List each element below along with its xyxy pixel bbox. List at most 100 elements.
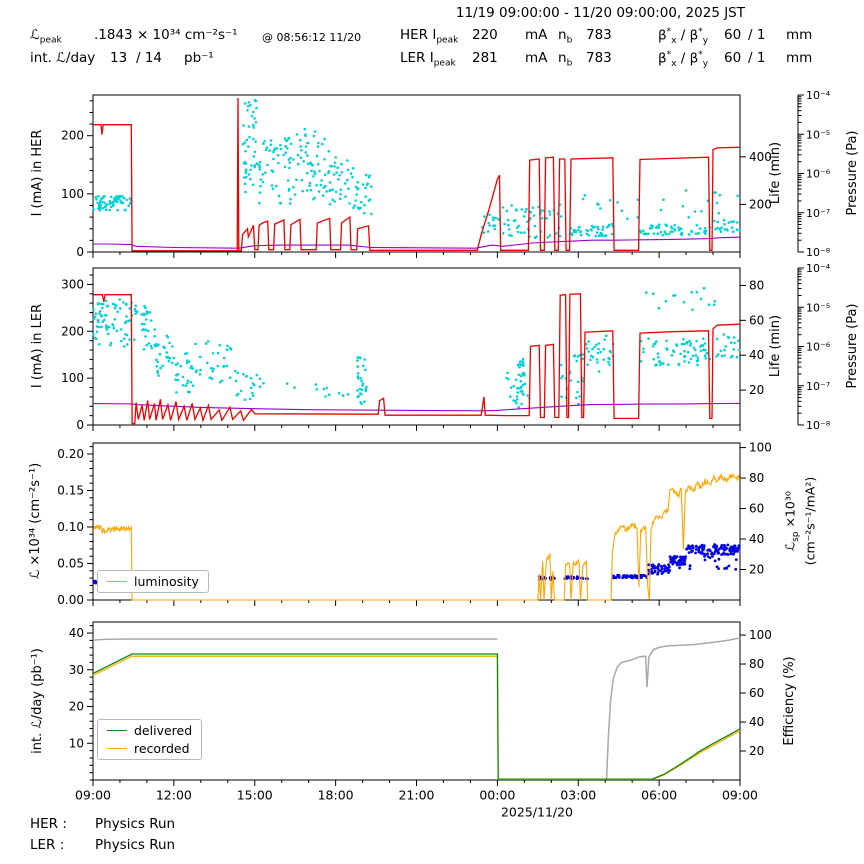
svg-text:09:00: 09:00 xyxy=(75,788,111,803)
plot-ler: 0 100 200 300 20 40 60 80 10⁻⁴ 10⁻⁵ 10⁻⁶ 10⁻⁷ 10⁻⁸ xyxy=(61,262,831,432)
svg-text:20: 20 xyxy=(749,563,764,577)
her-run-label: HER : xyxy=(30,816,67,832)
plot-luminosity: 0.00 0.05 0.10 0.15 0.20 20 40 60 80 100 xyxy=(57,441,772,607)
nb-value-her: 783 xyxy=(586,27,612,43)
svg-text:10⁻⁷: 10⁻⁷ xyxy=(806,207,830,220)
svg-text:40: 40 xyxy=(749,348,764,362)
svg-text:0.15: 0.15 xyxy=(57,483,84,497)
svg-text:10: 10 xyxy=(69,736,84,750)
ler-pressure-line xyxy=(92,402,741,412)
ler-ipeak-value: 281 xyxy=(472,50,498,66)
svg-text:10⁻⁵: 10⁻⁵ xyxy=(806,301,830,314)
efficiency-axis-label: Efficiency (%) xyxy=(781,656,797,746)
lpeak-label: ℒpeak xyxy=(30,27,62,46)
svg-text:20: 20 xyxy=(749,744,764,758)
svg-text:10⁻⁷: 10⁻⁷ xyxy=(806,380,830,393)
beta-value-her: 60 xyxy=(724,27,742,43)
svg-text:10⁻⁴: 10⁻⁴ xyxy=(806,89,831,102)
recorded-line-sample xyxy=(107,748,127,749)
svg-text:200: 200 xyxy=(61,129,84,143)
efficiency-line xyxy=(92,638,498,641)
svg-text:400: 400 xyxy=(749,150,772,164)
svg-text:40: 40 xyxy=(749,715,764,729)
svg-text:200: 200 xyxy=(749,197,772,211)
beta-unit-ler: mm xyxy=(786,50,813,66)
svg-text:0.20: 0.20 xyxy=(57,447,84,461)
recorded-line xyxy=(92,655,741,781)
integrated-axis-label: int. ℒ/day (pb⁻¹) xyxy=(29,648,45,754)
svg-text:60: 60 xyxy=(749,502,764,516)
svg-text:200: 200 xyxy=(61,324,84,338)
plot-her: 0 100 200 200 400 10⁻⁴ 10⁻⁵ 10⁻⁶ 10⁻⁷ 10⁻⁸ xyxy=(61,89,831,259)
beta-unit-her: mm xyxy=(786,27,813,43)
svg-text:2025/11/20: 2025/11/20 xyxy=(501,805,573,820)
svg-text:09:00: 09:00 xyxy=(722,788,758,803)
svg-text:40: 40 xyxy=(69,626,84,640)
her-run-value: Physics Run xyxy=(95,816,176,832)
svg-text:0.10: 0.10 xyxy=(57,520,84,534)
svg-text:20: 20 xyxy=(749,383,764,397)
svg-text:21:00: 21:00 xyxy=(398,788,434,803)
her-lifetime-scatter xyxy=(92,98,741,239)
svg-text:300: 300 xyxy=(61,277,84,291)
pressure-axis-label-her: Pressure (Pa) xyxy=(844,130,860,216)
beta-value2-her: / 1 xyxy=(748,27,766,43)
her-current-line xyxy=(93,97,741,252)
svg-text:10⁻⁵: 10⁻⁵ xyxy=(806,128,830,141)
ler-run-value: Physics Run xyxy=(95,837,176,853)
efficiency-line xyxy=(605,637,741,779)
beta-value2-ler: / 1 xyxy=(748,50,766,66)
nb-value-ler: 783 xyxy=(586,50,612,66)
svg-text:0.00: 0.00 xyxy=(57,593,84,607)
intl-unit: pb⁻¹ xyxy=(184,50,214,66)
her-ipeak-value: 220 xyxy=(472,27,498,43)
svg-text:20: 20 xyxy=(69,700,84,714)
svg-text:0: 0 xyxy=(76,245,84,259)
delivered-line xyxy=(92,653,741,780)
svg-text:06:00: 06:00 xyxy=(641,788,677,803)
life-axis-label-ler: Life (min) xyxy=(767,314,783,378)
svg-text:00:00: 00:00 xyxy=(479,788,515,803)
life-axis-label-her: Life (min) xyxy=(767,141,783,205)
svg-text:80: 80 xyxy=(749,471,764,485)
her-current-axis-label: I (mA) in HER xyxy=(29,129,45,217)
svg-text:100: 100 xyxy=(749,628,772,642)
svg-text:100: 100 xyxy=(61,187,84,201)
integrated-legend: delivered recorded xyxy=(97,719,203,760)
beta-label-her: β*x / β*y xyxy=(658,27,709,47)
nb-label-her: nb xyxy=(558,27,573,46)
svg-text:100: 100 xyxy=(61,371,84,385)
intl-value: 13 xyxy=(110,50,128,66)
beta-value-ler: 60 xyxy=(724,50,742,66)
nb-label-ler: nb xyxy=(558,50,573,69)
svg-text:10⁻⁴: 10⁻⁴ xyxy=(806,262,831,275)
x-axis-tick-labels: 09:00 12:00 15:00 18:00 21:00 00:00 03:00 06:00… xyxy=(75,788,758,820)
legend-item-delivered: delivered xyxy=(107,723,192,738)
pressure-axis-label-ler: Pressure (Pa) xyxy=(844,303,860,389)
specific-luminosity-axis-label: ℒsp ×10³⁰ (cm⁻²s⁻¹/mA²) xyxy=(782,476,818,566)
svg-text:60: 60 xyxy=(749,686,764,700)
svg-text:18:00: 18:00 xyxy=(318,788,354,803)
svg-text:0.05: 0.05 xyxy=(57,556,84,570)
beta-label-ler: β*x / β*y xyxy=(658,50,709,70)
luminosity-axis-label: ℒ ×10³⁴ (cm⁻²s⁻¹) xyxy=(27,462,43,580)
intl-label: int. ℒ/day xyxy=(30,50,96,66)
ler-ipeak-unit: mA xyxy=(525,50,548,66)
svg-text:03:00: 03:00 xyxy=(560,788,596,803)
ler-run-label: LER : xyxy=(30,837,65,853)
svg-text:15:00: 15:00 xyxy=(237,788,273,803)
her-pressure-line xyxy=(93,236,741,249)
svg-text:40: 40 xyxy=(749,532,764,546)
intl-value2: / 14 xyxy=(136,50,163,66)
ler-ipeak-label: LER Ipeak xyxy=(400,50,456,69)
svg-text:10⁻⁶: 10⁻⁶ xyxy=(806,341,831,354)
ler-current-axis-label: I (mA) in LER xyxy=(29,303,45,389)
plot-integrated: 10 20 30 40 20 40 60 80 100 xyxy=(69,621,772,786)
her-ipeak-label: HER Ipeak xyxy=(400,27,459,46)
svg-text:10⁻⁶: 10⁻⁶ xyxy=(806,168,831,181)
legend-item-luminosity: luminosity xyxy=(107,574,199,589)
lpeak-value: .1843 × 10³⁴ cm⁻²s⁻¹ xyxy=(94,27,238,43)
svg-text:10⁻⁸: 10⁻⁸ xyxy=(806,246,831,259)
